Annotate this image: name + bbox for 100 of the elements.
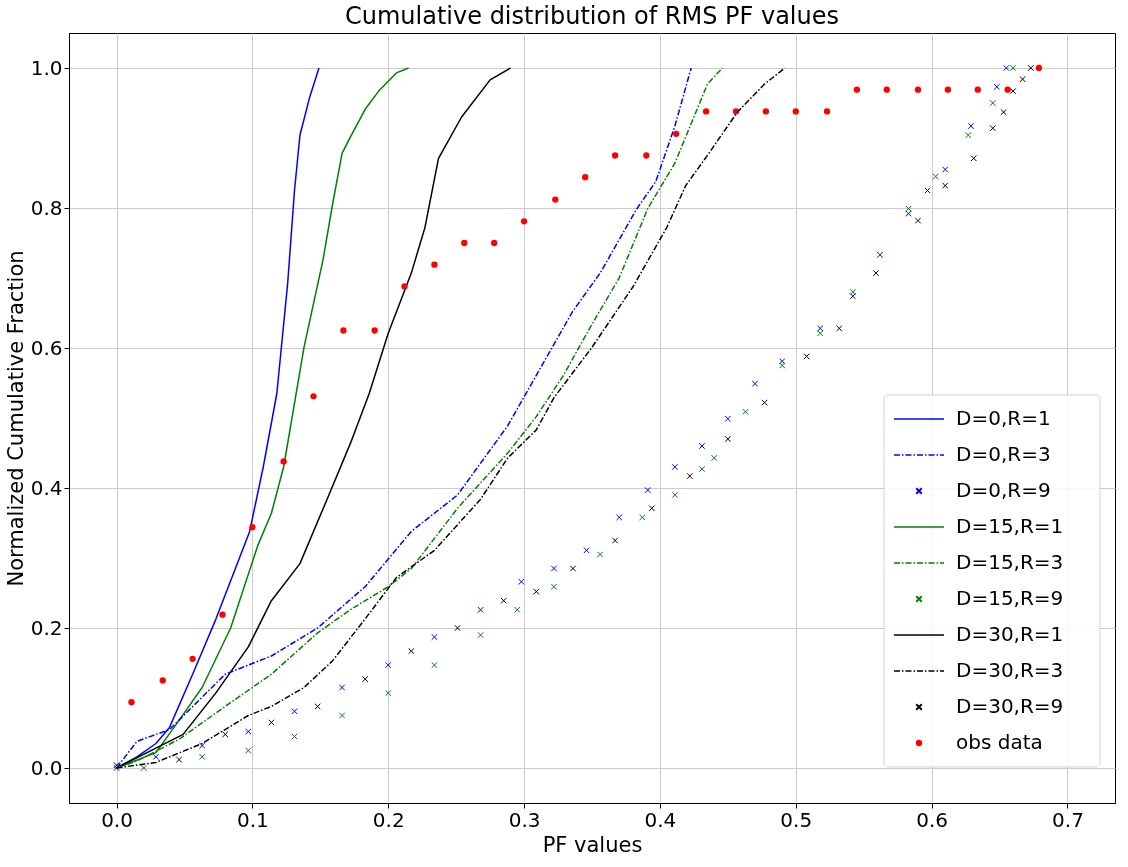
legend-label: D=30,R=9 [956,694,1064,718]
y-tick-label: 0.8 [30,195,63,220]
point [941,182,949,189]
point [550,565,558,572]
point [823,108,831,115]
point [128,699,135,706]
point [533,588,540,595]
y-axis-title: Normalized Cumulative Fraction [3,250,28,587]
point [477,631,484,639]
point [152,753,160,761]
point [849,288,857,296]
point [1009,87,1017,95]
point [970,155,977,162]
legend-label: D=0,R=9 [956,478,1051,502]
point [816,330,824,337]
point [611,537,619,544]
point [686,472,694,480]
point [198,753,206,761]
legend-label: D=15,R=3 [956,550,1064,574]
point [1004,86,1011,93]
point [742,408,749,415]
x-tick-label: 0.7 [1052,807,1084,832]
point [401,283,408,290]
point [643,152,650,159]
point [778,362,786,369]
point [159,677,166,684]
point [550,583,558,590]
point [520,218,528,225]
point [816,325,824,332]
point [724,415,732,422]
y-tick-label: 0.2 [30,615,63,640]
legend-label: obs data [956,730,1043,754]
point [967,122,975,130]
point [883,86,890,93]
legend-label: D=30,R=1 [956,622,1064,646]
point [219,611,226,618]
point [836,325,843,332]
point [944,86,952,93]
point [989,99,996,107]
point [698,465,706,473]
legend-label: D=15,R=1 [956,514,1064,538]
point [454,624,461,632]
legend-label: D=30,R=3 [956,658,1064,682]
chart-title: Cumulative distribution of RMS PF values [345,2,839,30]
point [371,327,378,334]
point [431,661,438,669]
legend-label: D=0,R=3 [956,442,1051,466]
point [552,196,559,203]
point [491,239,498,247]
point [671,491,679,499]
point [965,131,972,139]
point [361,675,369,683]
x-tick-label: 0.1 [236,807,269,832]
point [461,239,468,247]
point [384,661,392,669]
point [582,174,589,181]
point [310,393,317,400]
point [583,547,590,554]
point [245,747,252,754]
point [431,633,438,641]
point [280,458,287,465]
point [914,86,922,93]
point [762,108,770,115]
point [245,728,252,735]
point [1009,64,1017,72]
point [853,86,861,93]
point [1000,108,1007,116]
point [291,708,298,715]
point [500,597,507,604]
point [932,173,939,180]
x-tick-label: 0.3 [508,807,541,832]
point [596,551,604,558]
point [189,655,196,662]
point [639,514,646,521]
x-tick-label: 0.4 [644,807,677,832]
point [314,703,321,710]
point [175,756,183,763]
point [477,606,484,614]
point [140,764,147,772]
point [569,565,577,572]
legend-label: D=0,R=1 [956,406,1051,430]
point [408,647,415,655]
point [268,719,275,726]
point [249,524,256,531]
point [872,269,880,277]
y-tick-label: 0.0 [30,755,63,780]
point [778,358,786,365]
point [644,486,651,494]
point [514,606,521,614]
x-tick-label: 0.2 [372,807,405,832]
point [673,130,680,137]
point [1019,75,1026,83]
point [974,86,981,93]
point [751,380,759,387]
point [338,712,346,719]
point [989,124,996,132]
point [518,578,525,586]
point [611,152,619,159]
point [711,454,718,462]
x-tick-label: 0.5 [780,807,813,832]
